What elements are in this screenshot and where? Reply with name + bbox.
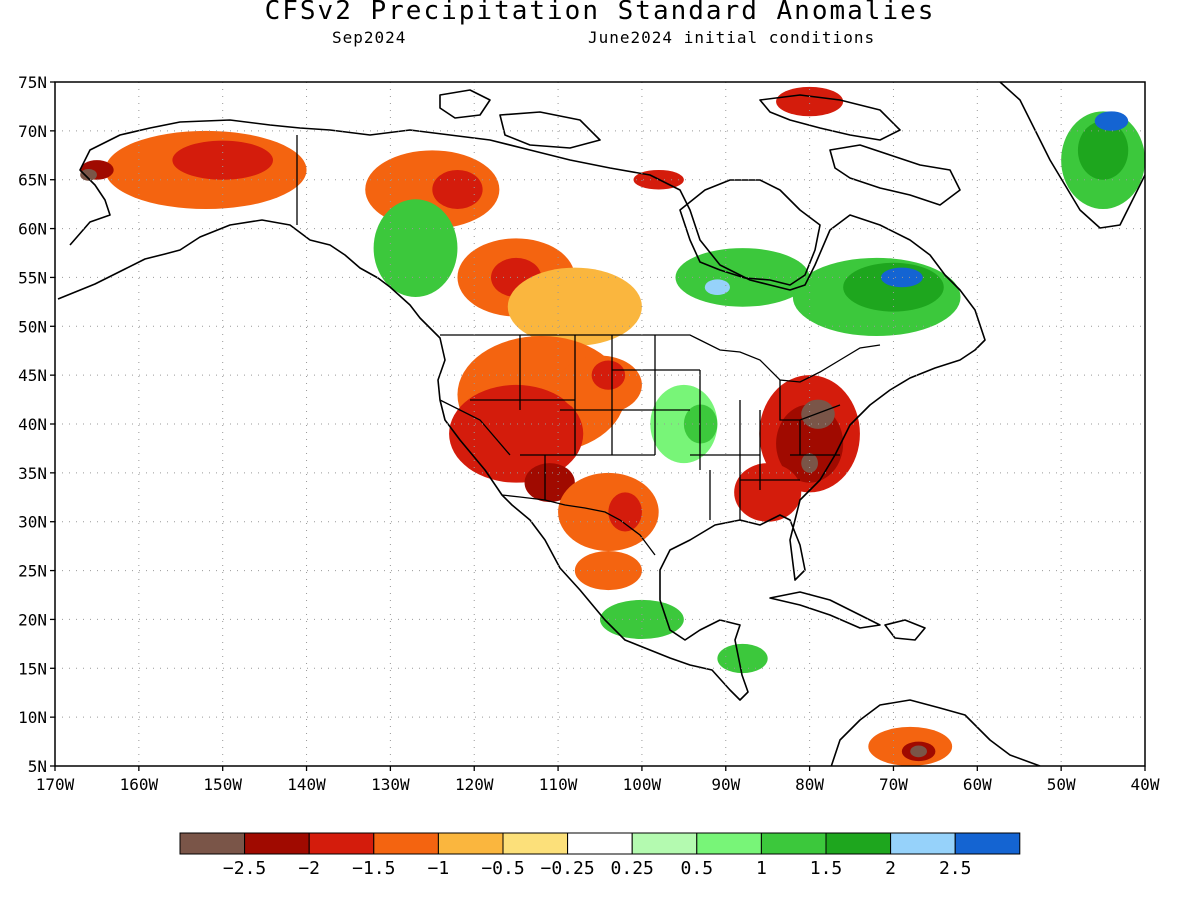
south-america-coastline xyxy=(830,699,1041,766)
anomaly-region xyxy=(608,492,642,532)
cuba-coastline xyxy=(769,591,881,629)
axis-ticks xyxy=(50,81,1146,771)
latitude-label: 20N xyxy=(18,610,47,629)
latitude-label: 5N xyxy=(28,757,47,776)
colorbar-label: −1 xyxy=(428,858,450,879)
latitude-label: 65N xyxy=(18,171,47,190)
banks-island-coastline xyxy=(439,89,491,119)
colorbar-swatch xyxy=(631,832,698,855)
longitude-label: 40W xyxy=(1131,775,1160,794)
anomaly-region xyxy=(734,463,802,522)
colorbar-swatch xyxy=(825,832,892,855)
colorbar-label: −1.5 xyxy=(352,858,395,879)
map-title: CFSv2 Precipitation Standard Anomalies xyxy=(264,0,936,26)
latitude-label: 55N xyxy=(18,268,47,287)
state-lines-west xyxy=(439,335,655,500)
greenland-coastline xyxy=(999,82,1145,229)
colorbar-label: 2 xyxy=(885,858,896,879)
hudson-bay-coastline xyxy=(679,179,821,286)
longitude-label: 90W xyxy=(711,775,740,794)
latitude-label: 50N xyxy=(18,317,47,336)
longitude-label: 160W xyxy=(120,775,159,794)
coastline-outlines xyxy=(57,82,1145,766)
latitude-label: 45N xyxy=(18,366,47,385)
colorbar-swatch xyxy=(308,832,375,855)
anomaly-region xyxy=(801,453,818,473)
anomaly-region xyxy=(880,267,923,288)
colorbar-swatch xyxy=(502,832,569,855)
longitude-label: 100W xyxy=(623,775,662,794)
longitude-label: 60W xyxy=(963,775,992,794)
us-mexico-border xyxy=(501,494,656,556)
colorbar-swatch xyxy=(373,832,439,855)
latitude-labels: 75N 70N 65N 60N 55N 50N 45N 40N 35N 30N 25N 20N 15N 1… xyxy=(18,73,47,776)
initial-conditions-label: June2024 initial conditions xyxy=(588,28,876,47)
latitude-label: 35N xyxy=(18,464,47,483)
latitude-label: 30N xyxy=(18,513,47,532)
colorbar-swatch xyxy=(567,832,633,855)
longitude-label: 80W xyxy=(795,775,824,794)
anomaly-shading xyxy=(80,86,1145,766)
longitude-label: 70W xyxy=(879,775,908,794)
valid-month-label: Sep2024 xyxy=(332,28,407,47)
anomaly-region xyxy=(1094,111,1129,131)
latitude-label: 10N xyxy=(18,708,47,727)
latitude-label: 75N xyxy=(18,73,47,92)
colorbar-label: 1 xyxy=(756,858,767,879)
longitude-label: 150W xyxy=(203,775,242,794)
anomaly-region xyxy=(801,399,835,429)
us-canada-border xyxy=(440,334,881,383)
longitude-label: 140W xyxy=(287,775,326,794)
anomaly-region xyxy=(717,643,768,674)
colorbar-label: 1.5 xyxy=(810,858,843,879)
ellesmere-island-coastline xyxy=(759,94,901,141)
anomaly-region xyxy=(80,168,97,181)
anomaly-region xyxy=(449,384,584,483)
anomaly-region xyxy=(507,267,642,346)
state-lines-central xyxy=(612,335,760,520)
longitude-label: 170W xyxy=(36,775,75,794)
colorbar-label: −2 xyxy=(298,858,320,879)
victoria-island-coastline xyxy=(499,111,601,149)
hispaniola-coastline xyxy=(884,619,926,641)
anomaly-region xyxy=(776,86,844,117)
latitude-label: 60N xyxy=(18,220,47,239)
anomaly-region xyxy=(1077,121,1129,180)
colorbar-swatch xyxy=(760,832,827,855)
anomaly-region xyxy=(910,745,927,758)
latitude-label: 15N xyxy=(18,659,47,678)
colorbar-legend: −2.5 −2 −1.5 −1 −0.5 −0.25 0.25 0.5 1 1.5 2 2.5 xyxy=(179,832,1021,879)
longitude-label: 50W xyxy=(1047,775,1076,794)
colorbar-swatch xyxy=(696,832,762,855)
longitude-labels: 170W 160W 150W 140W 130W 120W 110W 100W 90W 80W 70… xyxy=(36,775,1160,794)
latitude-label: 25N xyxy=(18,562,47,581)
baffin-island-coastline xyxy=(829,144,961,206)
colorbar-label: −0.25 xyxy=(541,858,595,879)
anomaly-region xyxy=(524,463,575,503)
colorbar-label: 0.5 xyxy=(681,858,714,879)
political-borders xyxy=(296,135,881,556)
colorbar-swatch xyxy=(179,832,246,855)
colorbar-swatch xyxy=(244,832,310,855)
colorbar-label: 2.5 xyxy=(939,858,972,879)
anomaly-region xyxy=(172,140,273,180)
colorbar-swatch xyxy=(954,832,1021,855)
colorbar-swatch xyxy=(890,832,956,855)
north-america-coastline xyxy=(57,119,986,701)
latitude-label: 70N xyxy=(18,122,47,141)
anomaly-region xyxy=(373,199,458,297)
colorbar-label: 0.25 xyxy=(611,858,654,879)
anomaly-region xyxy=(432,169,483,210)
state-lines-east xyxy=(740,380,841,490)
longitude-label: 130W xyxy=(371,775,410,794)
colorbar-label: −2.5 xyxy=(223,858,266,879)
longitude-label: 120W xyxy=(455,775,494,794)
latitude-label: 40N xyxy=(18,415,47,434)
colorbar-swatch xyxy=(437,832,504,855)
colorbar-label: −0.5 xyxy=(481,858,524,879)
longitude-label: 110W xyxy=(539,775,578,794)
anomaly-region xyxy=(704,279,730,296)
